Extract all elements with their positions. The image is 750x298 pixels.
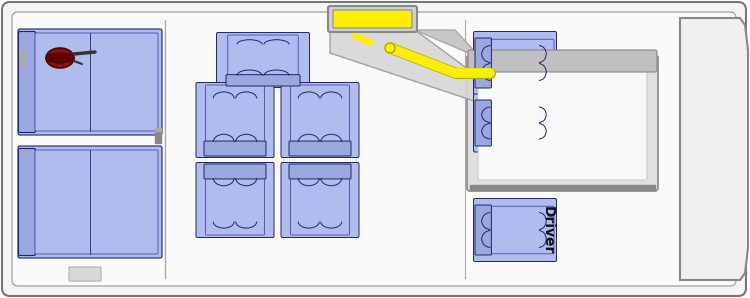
FancyBboxPatch shape: [490, 39, 554, 87]
FancyBboxPatch shape: [333, 10, 412, 28]
FancyBboxPatch shape: [69, 267, 101, 281]
FancyBboxPatch shape: [196, 83, 274, 158]
FancyBboxPatch shape: [18, 146, 162, 258]
FancyBboxPatch shape: [204, 141, 266, 156]
FancyBboxPatch shape: [473, 32, 556, 94]
FancyBboxPatch shape: [12, 12, 736, 286]
Polygon shape: [415, 30, 490, 83]
FancyBboxPatch shape: [35, 33, 158, 131]
FancyBboxPatch shape: [490, 101, 554, 145]
FancyBboxPatch shape: [217, 32, 310, 88]
FancyBboxPatch shape: [228, 35, 298, 76]
FancyBboxPatch shape: [204, 164, 266, 179]
FancyBboxPatch shape: [206, 178, 265, 235]
FancyBboxPatch shape: [281, 83, 359, 158]
FancyBboxPatch shape: [468, 50, 657, 72]
FancyBboxPatch shape: [196, 162, 274, 238]
FancyBboxPatch shape: [19, 148, 35, 255]
FancyBboxPatch shape: [475, 100, 491, 146]
FancyBboxPatch shape: [328, 6, 417, 32]
FancyBboxPatch shape: [35, 150, 158, 254]
FancyBboxPatch shape: [226, 74, 300, 86]
Polygon shape: [680, 18, 748, 280]
FancyBboxPatch shape: [289, 141, 351, 156]
FancyBboxPatch shape: [475, 38, 491, 88]
FancyBboxPatch shape: [475, 205, 491, 255]
Bar: [155, 131, 161, 143]
Ellipse shape: [46, 48, 74, 68]
FancyBboxPatch shape: [478, 66, 647, 180]
FancyBboxPatch shape: [467, 55, 658, 191]
FancyBboxPatch shape: [290, 85, 350, 142]
FancyBboxPatch shape: [2, 2, 746, 296]
Polygon shape: [330, 30, 480, 103]
Bar: [470, 185, 655, 190]
Bar: [155, 128, 161, 131]
FancyBboxPatch shape: [289, 164, 351, 179]
FancyBboxPatch shape: [281, 162, 359, 238]
Text: Driver: Driver: [541, 206, 555, 254]
FancyBboxPatch shape: [473, 198, 556, 262]
FancyBboxPatch shape: [473, 94, 556, 152]
Bar: [20, 50, 25, 66]
FancyBboxPatch shape: [19, 32, 35, 133]
FancyBboxPatch shape: [206, 85, 265, 142]
Circle shape: [385, 43, 395, 53]
FancyBboxPatch shape: [290, 178, 350, 235]
FancyBboxPatch shape: [18, 29, 162, 135]
Ellipse shape: [46, 53, 74, 63]
FancyBboxPatch shape: [490, 206, 554, 254]
